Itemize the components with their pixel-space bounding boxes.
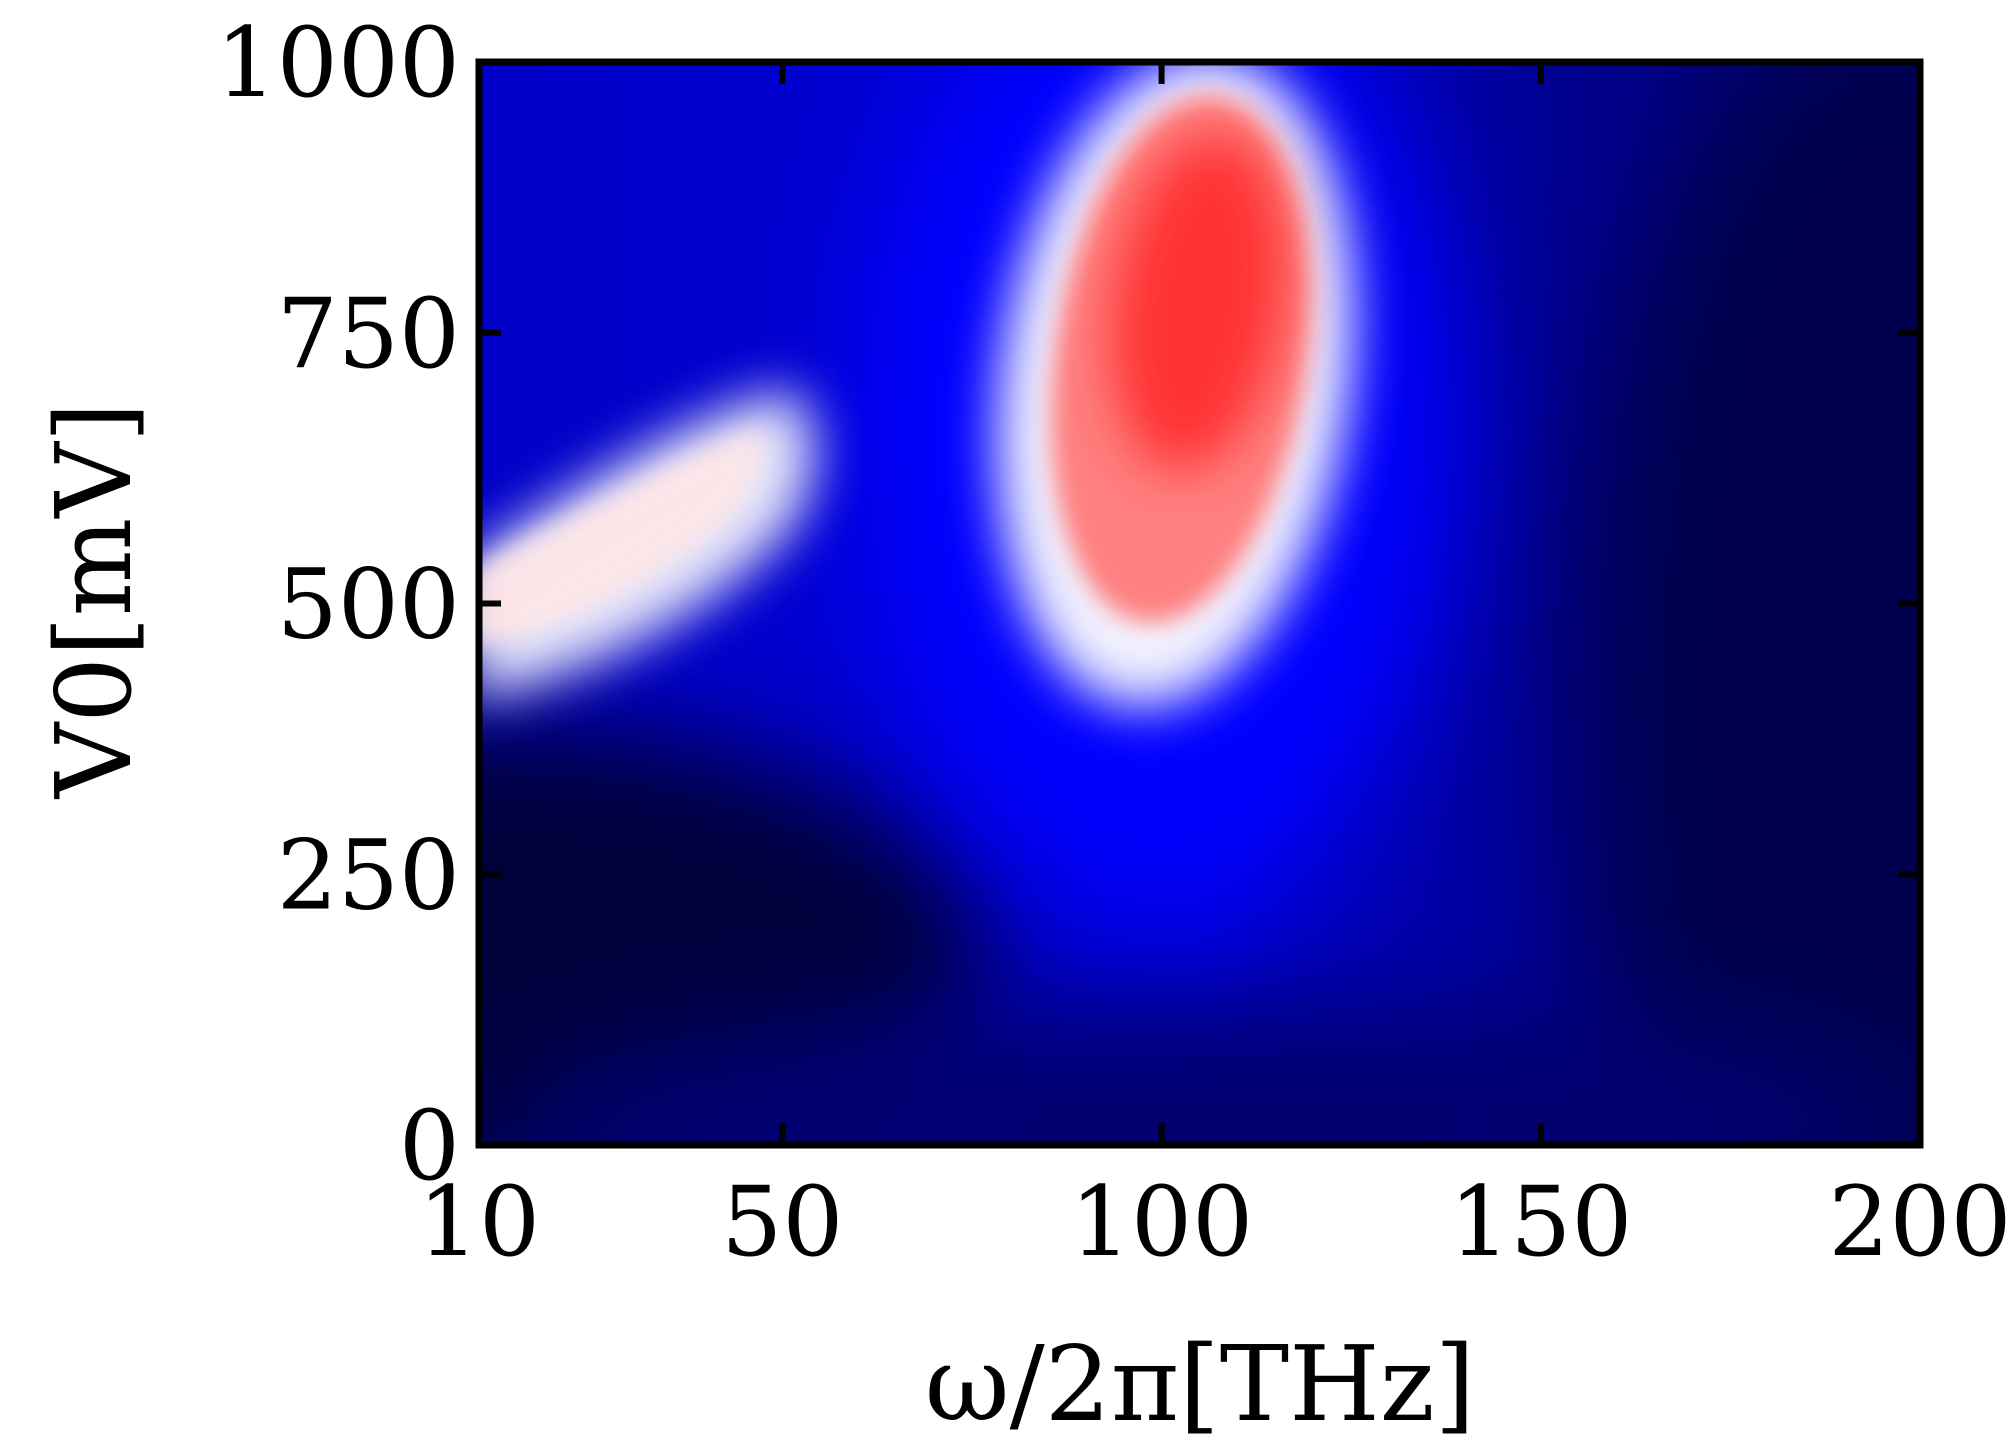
x-tick-label: 200 [1828,1166,2011,1278]
y-axis-label: V0[mV] [33,402,155,800]
y-tick-label: 1000 [216,7,460,119]
dark-region-bottom [500,1000,1900,1145]
y-axis-tick-labels: 0 250 500 750 1000 [216,7,460,1202]
y-tick-label: 250 [277,819,460,931]
x-tick-label: 100 [1070,1166,1253,1278]
red-peak-core [1110,133,1286,471]
y-tick-label: 750 [277,278,460,390]
x-tick-label: 150 [1449,1166,1632,1278]
dark-region-right [1580,62,1920,1145]
x-tick-label: 10 [418,1166,540,1278]
x-tick-label: 50 [721,1166,843,1278]
y-tick-label: 0 [399,1090,460,1202]
y-tick-label: 500 [277,549,460,661]
left-band-core [479,430,762,648]
x-axis-ticks [476,62,1923,1145]
x-axis-tick-labels: 10 50 100 150 200 [418,1166,2012,1278]
y-axis-ticks [479,59,1920,1148]
heatmap-field [479,62,1920,1145]
x-axis-label: ω/2π[THz] [925,1323,1475,1445]
